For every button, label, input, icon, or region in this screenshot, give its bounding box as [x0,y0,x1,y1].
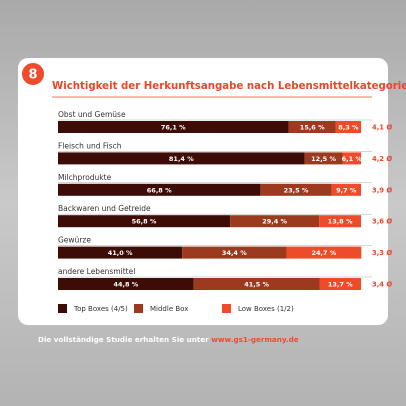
bar-segment [58,121,289,133]
value-label: 24,7 % [311,249,336,257]
value-label: 81,4 % [169,155,194,163]
chart-title: Wichtigkeit der Herkunftsangabe nach Leb… [52,81,406,92]
value-label: 6,1 % [342,155,363,163]
bar-segment [342,152,361,165]
footer: Die vollständige Studie erhalten Sie unt… [38,335,299,344]
bar-segment [230,215,320,228]
value-label: 56,8 % [132,218,157,226]
badge [20,61,46,87]
average-label: 4,2 Ø [372,155,392,163]
legend-label: Low Boxes (1/2) [238,305,294,313]
value-label: 9,7 % [336,186,357,194]
bar-segment [58,183,261,196]
badge-number: 8 [28,68,37,83]
average-label: 3,6 Ø [372,218,392,226]
value-label: 66,8 % [147,186,172,194]
category-label: andere Lebensmittel [58,267,135,276]
bar-segment [304,152,343,165]
bar-segment [58,246,183,259]
value-label: 15,6 % [300,124,325,132]
category-label: Obst und Gemüse [58,110,126,119]
value-label: 8,3 % [338,124,359,132]
bar-segment [58,215,231,228]
average-label: 3,9 Ø [372,186,392,194]
value-label: 12,5 % [311,155,336,163]
legend-label: Top Boxes (4/5) [73,305,128,313]
value-label: 41,0 % [108,249,133,257]
bar-segment [260,183,332,196]
bar-segment [335,121,361,133]
footer-text: Die vollständige Studie erhalten Sie unt… [38,335,211,344]
legend-label: Middle Box [150,305,188,313]
average-label: 3,3 Ø [372,249,392,257]
category-label: Gewürze [58,236,91,245]
value-label: 34,4 % [222,249,247,257]
value-label: 41,5 % [244,281,269,289]
value-label: 44,8 % [113,281,138,289]
bar-segment [58,152,305,165]
category-label: Fleisch und Fisch [58,141,122,150]
average-label: 4,1 Ø [372,124,392,132]
legend-swatch [222,304,231,313]
value-label: 29,4 % [262,218,287,226]
bar-segment [286,246,362,259]
category-label: Backwaren und Getreide [58,204,151,213]
bar-segment [182,246,287,259]
bar-segment [331,183,361,196]
bar-segment [288,121,336,133]
bar-segment [193,278,320,290]
value-label: 76,1 % [161,124,186,132]
bar-segment [58,278,194,290]
legend-swatch [58,304,67,313]
legend-swatch [134,304,143,313]
category-label: Milchprodukte [58,173,112,182]
bar-segment [319,215,361,228]
footer-link[interactable]: www.gs1-germany.de [211,335,299,344]
value-label: 23,5 % [284,186,309,194]
value-label: 13,7 % [328,281,353,289]
average-label: 3,4 Ø [372,281,392,289]
bar-segment [319,278,361,290]
value-label: 13,8 % [328,218,353,226]
